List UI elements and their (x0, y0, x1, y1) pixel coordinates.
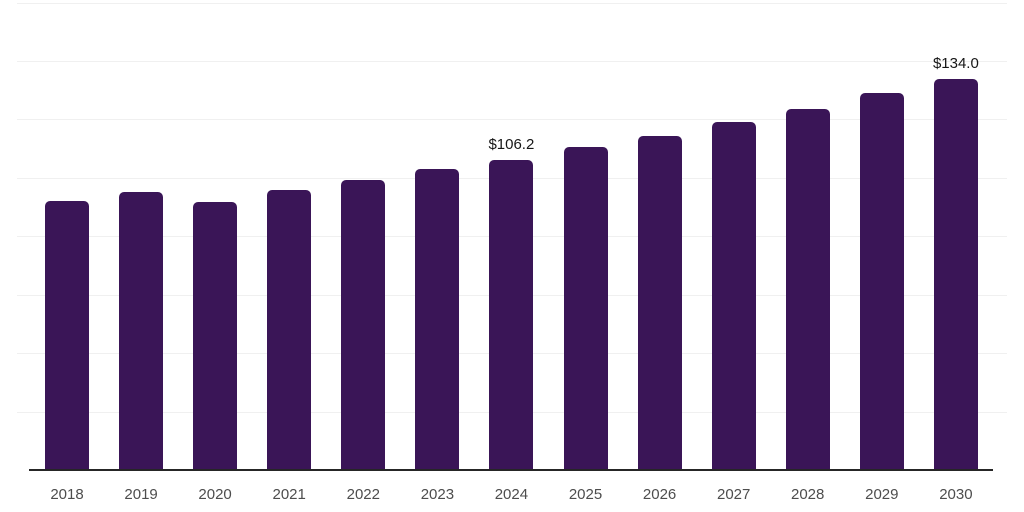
bar-2025[interactable] (563, 147, 608, 470)
gridline-140 (17, 60, 1007, 62)
bar-2019[interactable] (119, 191, 164, 470)
bar-2029[interactable] (859, 92, 904, 470)
bar-2026[interactable] (637, 136, 682, 470)
bar-2027[interactable] (711, 121, 756, 470)
x-axis-tick-label-2023: 2023 (420, 486, 455, 503)
x-axis-tick-label-2019: 2019 (124, 486, 158, 503)
bar-2023[interactable] (415, 169, 460, 470)
x-axis-tick-label-2030: 2030 (939, 486, 973, 503)
gridline-120 (17, 119, 1007, 121)
x-axis-tick-label-2020: 2020 (198, 486, 232, 503)
x-axis-tick-label-2025: 2025 (568, 486, 603, 503)
x-axis-tick-label-2018: 2018 (50, 486, 84, 503)
x-axis-tick-label-2026: 2026 (642, 486, 677, 503)
x-axis-line (29, 469, 993, 471)
x-axis-tick-label-2029: 2029 (865, 486, 899, 503)
bar-2021[interactable] (267, 190, 312, 470)
x-axis-tick-label-2027: 2027 (717, 486, 751, 503)
x-axis-tick-label-2021: 2021 (272, 486, 306, 503)
bar-2018[interactable] (45, 201, 89, 470)
bar-2030[interactable] (933, 78, 978, 470)
bar-2020[interactable] (193, 202, 238, 470)
bar-2028[interactable] (785, 109, 830, 470)
x-axis-tick-label-2024: 2024 (494, 486, 529, 503)
bar-value-label-2024: $106.2 (488, 135, 535, 153)
gridline-160 (17, 2, 1007, 4)
x-axis-tick-label-2022: 2022 (346, 486, 380, 503)
bar-value-label-2030: $134.0 (932, 54, 979, 72)
bar-2024[interactable] (489, 159, 534, 470)
x-axis-tick-label-2028: 2028 (791, 486, 825, 503)
bar-2022[interactable] (341, 180, 386, 470)
